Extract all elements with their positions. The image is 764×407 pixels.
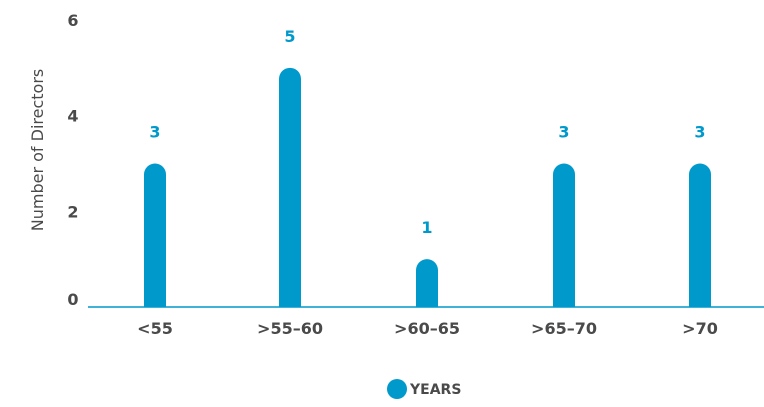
data-labels: 3 5 1 3 3 xyxy=(149,27,705,237)
bar xyxy=(279,67,301,307)
bar xyxy=(416,259,438,307)
bar-value-label: 3 xyxy=(694,123,705,142)
y-axis-title: Number of Directors xyxy=(28,69,47,231)
x-tick-label: >60–65 xyxy=(394,319,460,338)
x-tick-label: >70 xyxy=(682,319,718,338)
y-tick-label: 6 xyxy=(67,11,78,30)
bar xyxy=(144,163,166,307)
bars xyxy=(144,67,711,307)
bar-value-label: 3 xyxy=(558,123,569,142)
x-tick-label: <55 xyxy=(137,319,173,338)
y-tick-label: 2 xyxy=(67,202,78,221)
y-axis-ticks: 0 2 4 6 xyxy=(67,11,78,309)
legend: YEARS xyxy=(387,379,461,399)
bar-value-label: 1 xyxy=(421,218,432,237)
x-axis-ticks: <55 >55–60 >60–65 >65–70 >70 xyxy=(137,319,718,338)
x-tick-label: >65–70 xyxy=(531,319,597,338)
y-tick-label: 4 xyxy=(67,107,78,126)
bar-value-label: 3 xyxy=(149,123,160,142)
bar xyxy=(553,163,575,307)
bar-value-label: 5 xyxy=(284,27,295,46)
legend-label: YEARS xyxy=(409,382,461,398)
circle-marker-icon xyxy=(387,379,407,399)
bar xyxy=(689,163,711,307)
y-tick-label: 0 xyxy=(67,290,78,309)
x-tick-label: >55–60 xyxy=(257,319,323,338)
